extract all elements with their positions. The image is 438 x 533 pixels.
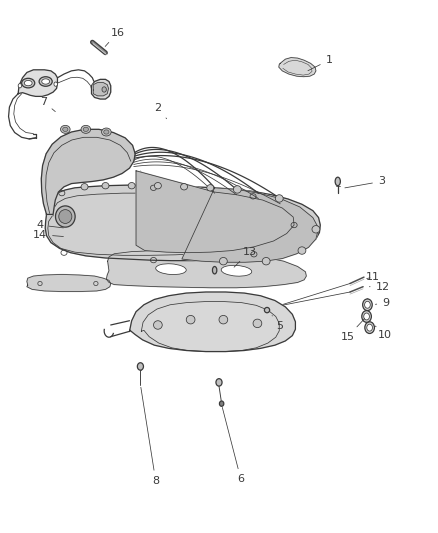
Ellipse shape: [364, 313, 369, 320]
Ellipse shape: [83, 127, 88, 132]
Polygon shape: [93, 83, 109, 96]
Text: 6: 6: [223, 407, 244, 484]
Ellipse shape: [128, 182, 135, 189]
Ellipse shape: [153, 321, 162, 329]
Ellipse shape: [216, 378, 222, 386]
Ellipse shape: [364, 301, 370, 308]
Ellipse shape: [362, 311, 371, 322]
Polygon shape: [92, 79, 111, 99]
Ellipse shape: [186, 316, 195, 324]
Ellipse shape: [60, 125, 70, 133]
Ellipse shape: [212, 266, 217, 274]
Polygon shape: [136, 171, 294, 253]
Ellipse shape: [363, 299, 372, 311]
Polygon shape: [106, 251, 306, 288]
Ellipse shape: [221, 265, 252, 276]
Polygon shape: [279, 58, 316, 77]
Ellipse shape: [219, 257, 227, 265]
Ellipse shape: [138, 363, 144, 370]
Ellipse shape: [265, 308, 270, 313]
Text: 15: 15: [341, 319, 365, 342]
Ellipse shape: [24, 80, 32, 86]
Ellipse shape: [81, 125, 91, 133]
Ellipse shape: [219, 316, 228, 324]
Ellipse shape: [365, 322, 374, 334]
Ellipse shape: [102, 87, 106, 92]
Text: 10: 10: [375, 326, 392, 340]
Ellipse shape: [233, 185, 241, 193]
Polygon shape: [41, 130, 135, 214]
Ellipse shape: [253, 319, 262, 328]
Text: 1: 1: [308, 55, 332, 71]
Polygon shape: [182, 188, 318, 262]
Ellipse shape: [367, 324, 372, 331]
Text: 7: 7: [40, 96, 55, 111]
Text: 3: 3: [345, 176, 385, 188]
Ellipse shape: [18, 84, 21, 88]
Ellipse shape: [312, 225, 320, 233]
Polygon shape: [18, 70, 57, 96]
Ellipse shape: [39, 77, 52, 86]
Ellipse shape: [102, 128, 111, 136]
Text: 5: 5: [272, 316, 283, 331]
Ellipse shape: [335, 177, 340, 185]
Ellipse shape: [102, 182, 109, 189]
Polygon shape: [130, 292, 295, 352]
Ellipse shape: [219, 401, 224, 406]
Ellipse shape: [81, 183, 88, 190]
Ellipse shape: [56, 206, 75, 227]
Text: 8: 8: [141, 387, 159, 486]
Text: 16: 16: [105, 28, 125, 46]
Text: 12: 12: [369, 282, 390, 292]
Ellipse shape: [54, 82, 57, 86]
Text: 13: 13: [234, 247, 257, 267]
Text: 9: 9: [375, 297, 389, 308]
Ellipse shape: [63, 127, 68, 132]
Polygon shape: [45, 185, 320, 261]
Ellipse shape: [207, 184, 214, 191]
Ellipse shape: [42, 79, 49, 84]
Ellipse shape: [180, 183, 187, 190]
Text: 2: 2: [154, 103, 166, 119]
Ellipse shape: [21, 78, 35, 88]
Ellipse shape: [298, 247, 306, 254]
Polygon shape: [27, 274, 111, 292]
Text: 14: 14: [33, 230, 64, 240]
Text: 11: 11: [366, 272, 380, 282]
Ellipse shape: [262, 257, 270, 265]
Ellipse shape: [156, 264, 186, 274]
Ellipse shape: [59, 209, 72, 223]
Ellipse shape: [154, 182, 161, 189]
Ellipse shape: [104, 130, 109, 134]
Text: 4: 4: [36, 220, 64, 230]
Ellipse shape: [276, 195, 283, 202]
